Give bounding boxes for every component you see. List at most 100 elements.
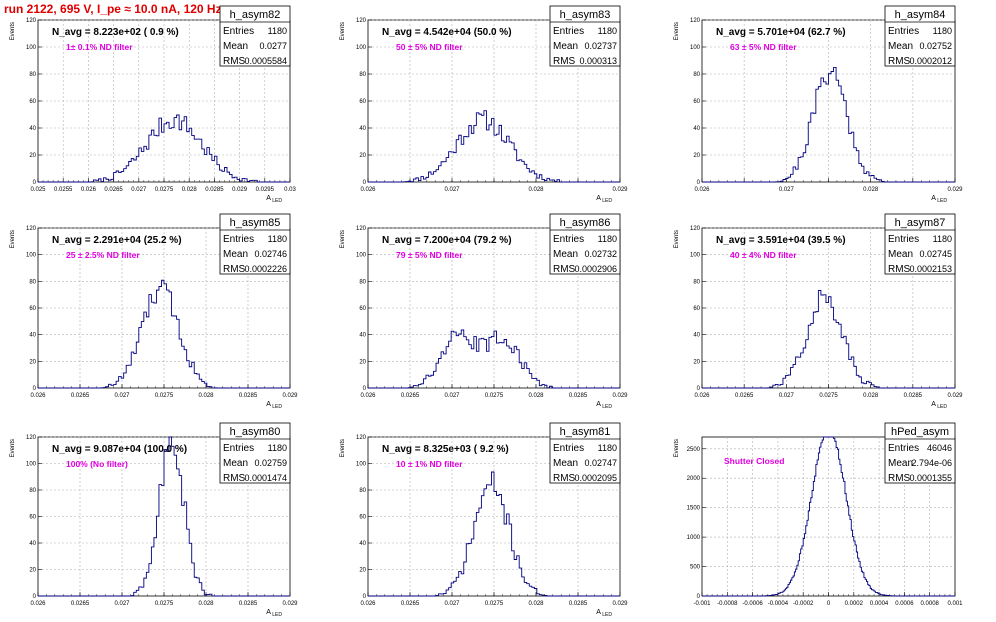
y-tick-label: 20 (29, 153, 36, 159)
x-tick-label: 0.029 (232, 187, 248, 193)
stats-value-mean: 0.02759 (254, 458, 287, 468)
filter-note: 63 ± 5% ND filter (730, 42, 797, 52)
y-axis-label: Events (10, 439, 16, 457)
stats-value-entries: 1180 (598, 443, 617, 453)
stats-title: h_asym81 (560, 426, 611, 438)
stats-value-entries: 46046 (927, 443, 952, 453)
x-tick-label: 0.026 (694, 187, 710, 193)
y-tick-label: 80 (359, 488, 366, 494)
stats-box (219, 213, 291, 275)
stats-value-rms: 0.0001355 (909, 473, 952, 483)
y-tick-label: 80 (29, 72, 36, 78)
stats-title: h_asym82 (230, 9, 281, 21)
n-avg-label: N_avg = 5.701e+04 (62.7 %) (716, 27, 846, 38)
y-tick-label: 0 (33, 594, 37, 600)
x-tick-label: 0.027 (131, 187, 147, 193)
x-tick-label: 0.028 (182, 187, 198, 193)
hist-pad-h_asym83: 0.026 0.027 0.028 0.029 0 20 40 60 80 100 120 Event… (340, 5, 628, 204)
x-tick-label: 0.026 (30, 393, 46, 399)
stats-value-mean: 2.794e-06 (911, 458, 952, 468)
y-axis-label: Events (10, 230, 16, 248)
x-tick-label: -0.0008 (717, 601, 738, 607)
y-tick-label: 2500 (687, 447, 701, 453)
stats-key-entries: Entries (888, 443, 919, 454)
x-tick-label: 0.029 (282, 393, 298, 399)
y-tick-label: 20 (29, 568, 36, 574)
x-tick-label: 0.029 (947, 187, 963, 193)
filter-note: 1± 0.1% ND filter (66, 42, 133, 52)
stats-title: h_asym86 (560, 217, 611, 229)
x-tick-label: 0.026 (81, 187, 97, 193)
x-tick-label: -0.0002 (793, 601, 814, 607)
stats-value-entries: 1180 (268, 443, 287, 453)
x-tick-label: 0.029 (282, 601, 298, 607)
stats-box (884, 5, 956, 67)
x-tick-label: 0.0275 (155, 393, 174, 399)
stats-key-rms: RMS (553, 264, 576, 275)
x-axis-label: A LED (266, 195, 282, 204)
stats-key-mean: Mean (223, 458, 248, 469)
x-axis-label: A LED (266, 609, 282, 618)
y-tick-label: 120 (356, 435, 367, 441)
y-tick-label: 80 (29, 488, 36, 494)
stats-value-entries: 1180 (598, 234, 617, 244)
x-tick-label: 0.0275 (155, 601, 174, 607)
y-tick-label: 60 (359, 515, 366, 521)
stats-value-rms: 0.0002153 (909, 264, 952, 274)
y-tick-label: 40 (693, 333, 700, 339)
y-tick-label: 120 (356, 18, 367, 24)
x-tick-label: 0 (827, 601, 831, 607)
y-tick-label: 0 (697, 386, 701, 392)
hist-pad-h_asym80: 0.026 0.0265 0.027 0.0275 0.028 0.0285 0.029 0 2… (10, 422, 298, 618)
x-axis-label: A LED (596, 195, 612, 204)
y-tick-label: 40 (29, 126, 36, 132)
y-axis-label: Events (674, 22, 680, 40)
stats-value-rms: 0.0002226 (244, 264, 287, 274)
n-avg-label: N_avg = 9.087e+04 (100.0 %) (52, 444, 187, 455)
y-axis-label: Events (340, 439, 346, 457)
stats-value-mean: 0.02732 (584, 249, 617, 259)
stats-value-rms: 0.0002906 (574, 264, 617, 274)
x-tick-label: 0.026 (30, 601, 46, 607)
stats-key-mean: Mean (553, 41, 578, 52)
x-tick-label: 0.0275 (485, 393, 504, 399)
stats-value-entries: 1180 (933, 26, 952, 36)
y-tick-label: 40 (29, 333, 36, 339)
x-tick-label: 0.027 (114, 601, 130, 607)
x-axis-label: A LED (931, 195, 947, 204)
stats-box (219, 5, 291, 67)
x-tick-label: 0.0006 (895, 601, 914, 607)
hist-pad-h_asym86: 0.026 0.0265 0.027 0.0275 0.028 0.0285 0.029 0 2… (340, 213, 628, 410)
y-tick-label: 80 (29, 279, 36, 285)
x-tick-label: 0.0002 (845, 601, 864, 607)
x-tick-label: 0.0255 (54, 187, 73, 193)
hist-pad-h_asym81: 0.026 0.0265 0.027 0.0275 0.028 0.0285 0.029 0 2… (340, 422, 628, 618)
y-tick-label: 500 (690, 565, 701, 571)
hist-pad-h_asym87: 0.026 0.0265 0.027 0.0275 0.028 0.0285 0.029 0 2… (674, 213, 963, 410)
histogram-line (702, 290, 955, 389)
x-tick-label: 0.0285 (205, 187, 224, 193)
stats-value-mean: 0.0277 (259, 41, 287, 51)
x-tick-label: 0.029 (612, 393, 628, 399)
stats-box (549, 422, 621, 484)
x-tick-label: -0.0004 (768, 601, 789, 607)
y-tick-label: 60 (29, 515, 36, 521)
x-tick-label: 0.0008 (921, 601, 940, 607)
y-tick-label: 20 (29, 359, 36, 365)
stats-box (884, 213, 956, 275)
x-tick-label: 0.0295 (256, 187, 275, 193)
y-tick-label: 100 (26, 253, 37, 259)
hist-pad-h_asym85: 0.026 0.0265 0.027 0.0275 0.028 0.0285 0.029 0 2… (10, 213, 298, 410)
y-tick-label: 60 (29, 99, 36, 105)
stats-key-entries: Entries (553, 443, 584, 454)
filter-note: 25 ± 2.5% ND filter (66, 250, 140, 260)
y-tick-label: 100 (356, 462, 367, 468)
filter-note: 79 ± 5% ND filter (396, 250, 463, 260)
y-tick-label: 40 (29, 541, 36, 547)
stats-key-rms: RMS (553, 473, 576, 484)
stats-value-rms: 0.0001474 (244, 473, 287, 483)
x-tick-label: 0.0285 (904, 393, 923, 399)
x-tick-label: 0.0275 (155, 187, 174, 193)
y-tick-label: 20 (693, 153, 700, 159)
stats-value-entries: 1180 (933, 234, 952, 244)
